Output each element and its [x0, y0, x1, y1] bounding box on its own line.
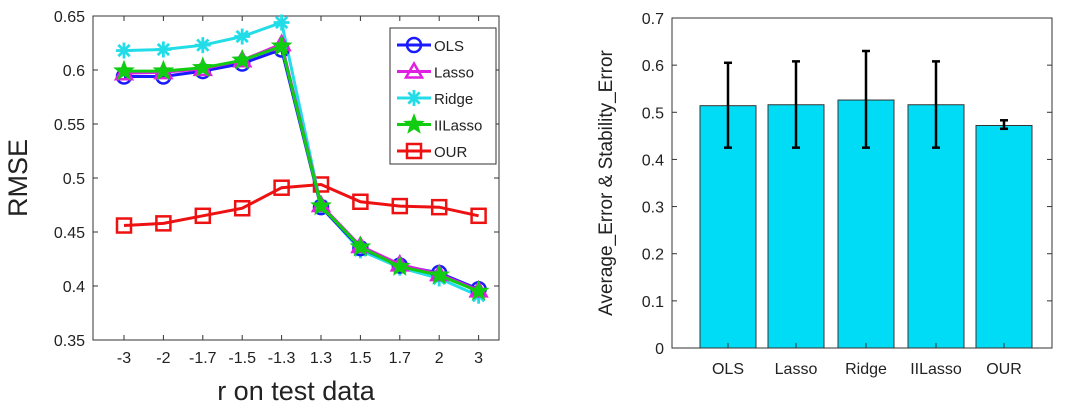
x-tick-label: -1.5	[228, 350, 256, 367]
legend-label: OLS	[434, 38, 464, 55]
data-point	[273, 14, 290, 31]
bar-our	[975, 124, 1033, 349]
data-point	[155, 41, 172, 58]
data-point	[194, 37, 211, 54]
legend-label: Lasso	[434, 65, 474, 82]
error-bar-ols	[724, 61, 732, 149]
x-tick-label: 1.3	[310, 350, 332, 367]
data-point	[234, 28, 251, 45]
series-line	[123, 20, 480, 298]
legend-entry-our: OUR	[397, 142, 468, 161]
y-tick-label: 0.35	[54, 333, 85, 350]
data-point	[155, 215, 172, 232]
data-point	[388, 255, 411, 276]
data-point	[428, 263, 451, 285]
legend-marker	[406, 90, 422, 106]
data-point	[231, 48, 254, 70]
y-tick-label: 0.2	[642, 247, 664, 264]
x-tick-label: -1.7	[189, 350, 217, 367]
y-tick-label: 0.5	[642, 105, 664, 122]
data-point	[191, 56, 214, 78]
y-tick-label: 0	[655, 341, 664, 358]
series-line	[123, 182, 479, 227]
rmse-line-chart: 0.35 0.4 0.45 0.5 0.55 0.6 0.65 -3 -2 -1.7 -1.5 -1…	[3, 9, 500, 406]
x-tick-label: Ridge	[845, 361, 887, 378]
legend-label: Ridge	[434, 91, 473, 108]
legend-marker	[403, 113, 425, 134]
line-chart-legend: OLS Lasso Ridge IILasso OUR	[389, 27, 497, 165]
legend-entry-lasso: Lasso	[397, 60, 474, 82]
legend-entry-iilasso: IILasso	[397, 113, 482, 135]
y-tick-label: 0.55	[54, 117, 85, 134]
data-point	[233, 199, 251, 217]
x-tick-label: -3	[117, 350, 131, 367]
data-point	[470, 207, 487, 225]
y-tick-label: 0.1	[642, 294, 664, 311]
x-tick-label: 1.5	[349, 350, 371, 367]
error-bar-lasso	[792, 60, 800, 149]
y-tick-label: 0.5	[63, 171, 85, 188]
y-tick-label: 0.4	[63, 279, 85, 296]
data-point	[273, 179, 290, 196]
x-tick-label: 3	[474, 350, 483, 367]
line-chart-x-label: r on test data	[217, 376, 376, 406]
x-tick-label: 2	[435, 350, 444, 367]
data-point	[115, 217, 133, 234]
data-point	[152, 59, 175, 81]
data-point	[352, 193, 369, 211]
y-tick-label: 0.3	[642, 200, 664, 217]
data-point	[116, 42, 132, 59]
series-our	[115, 176, 487, 234]
data-point	[113, 59, 135, 81]
legend-label: IILasso	[434, 118, 482, 135]
error-bar-iilasso	[932, 60, 940, 149]
legend-entry-ols: OLS	[397, 36, 464, 55]
y-tick-label: 0.6	[63, 63, 85, 80]
x-tick-label: OLS	[712, 361, 744, 378]
x-tick-label: Lasso	[775, 361, 818, 378]
bar-chart-y-label: Average_Error & Stability_Error	[596, 49, 617, 315]
y-tick-label: 0.6	[642, 58, 664, 75]
data-point	[467, 279, 490, 301]
error-bar-our	[1000, 119, 1008, 131]
data-point	[430, 198, 448, 216]
data-point	[194, 207, 212, 225]
y-tick-label: 0.65	[54, 9, 85, 26]
data-point	[349, 235, 372, 257]
line-chart-y-label: RMSE	[3, 139, 33, 217]
x-tick-label: IILasso	[910, 361, 962, 378]
data-point	[391, 197, 409, 215]
x-tick-label: -2	[156, 350, 170, 367]
legend-marker	[405, 142, 423, 160]
legend-box	[389, 27, 497, 165]
y-tick-label: 0.45	[54, 225, 85, 242]
legend-marker	[405, 36, 423, 54]
legend-marker	[403, 60, 425, 79]
y-tick-label: 0.7	[642, 11, 664, 28]
y-tick-label: 0.4	[642, 152, 664, 169]
x-tick-label: OUR	[986, 361, 1022, 378]
error-bar-ridge	[862, 49, 870, 149]
x-tick-label: 1.7	[389, 350, 411, 367]
data-point	[310, 194, 332, 216]
legend-label: OUR	[434, 144, 468, 161]
series-iilasso	[113, 34, 490, 301]
legend-entry-ridge: Ridge	[397, 90, 473, 108]
error-bar-chart: 0 0.1 0.2 0.3 0.4 0.5 0.6 0.7 OLS Lasso Ridge IILa…	[596, 11, 1053, 378]
data-point	[270, 34, 293, 56]
series-line	[124, 44, 480, 293]
x-tick-label: -1.3	[268, 350, 296, 367]
